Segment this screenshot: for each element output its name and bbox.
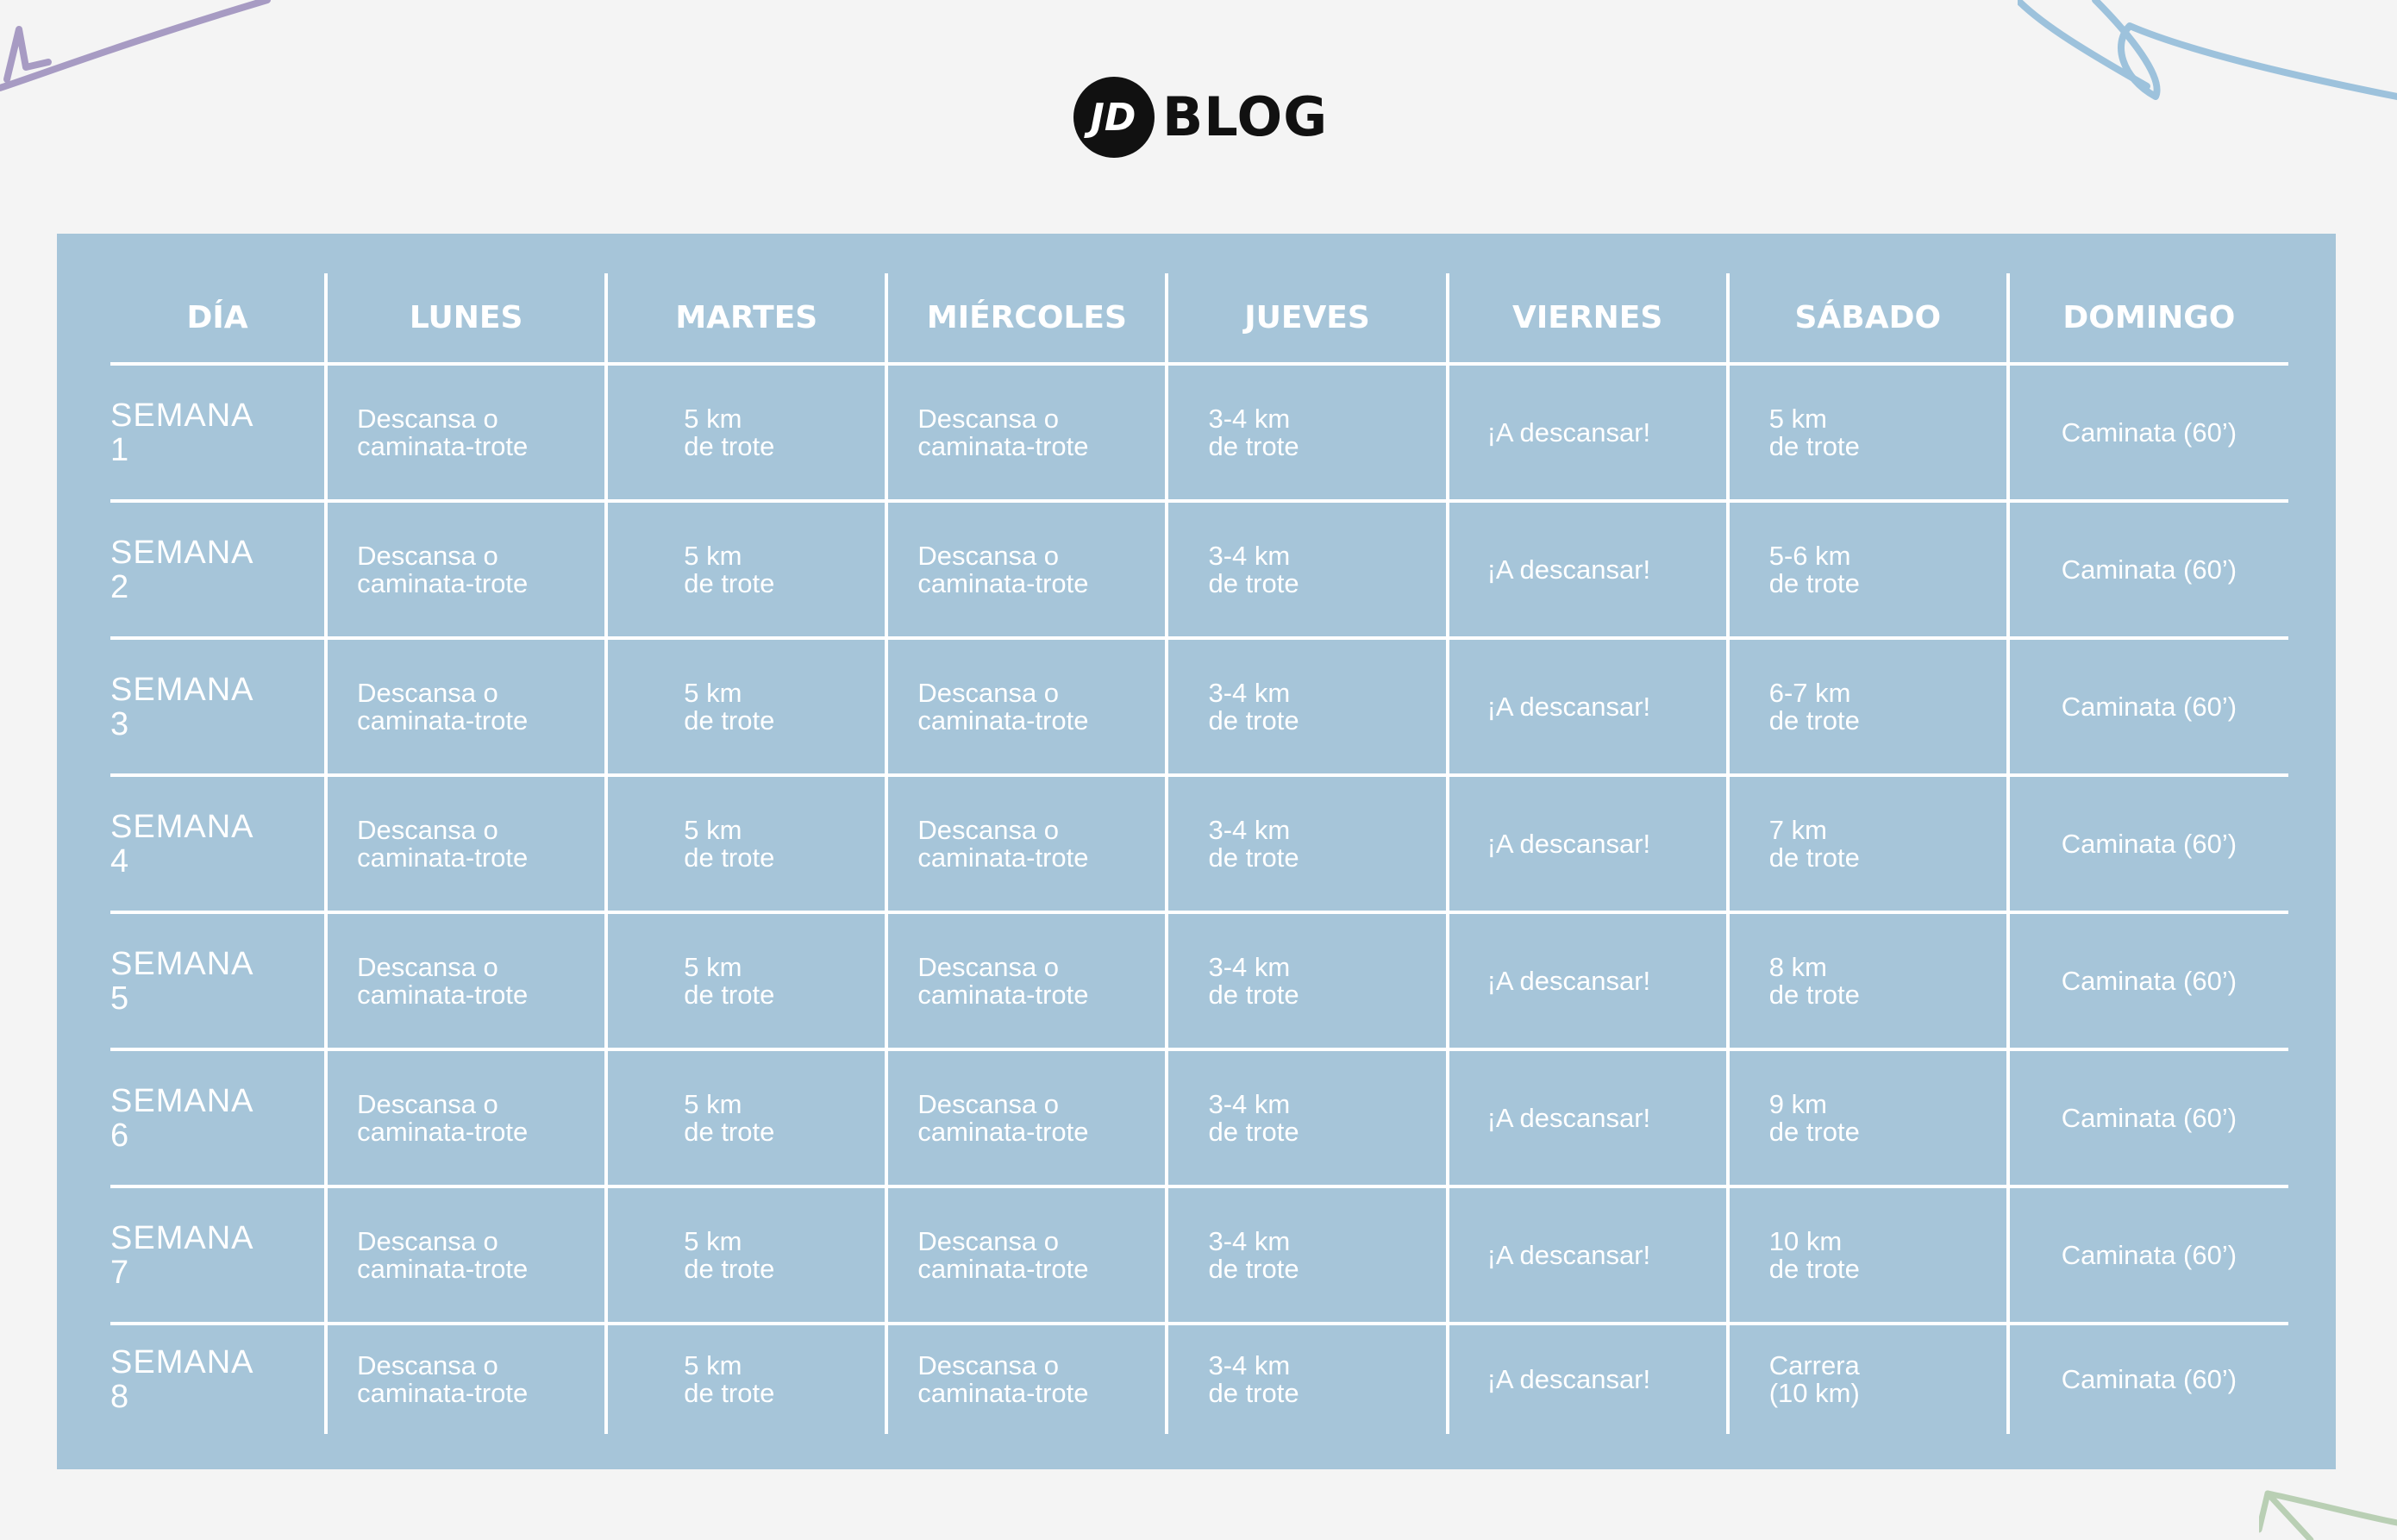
friday-cell: ¡A descansar!	[1445, 638, 1728, 777]
column-header-sabado: SÁBADO	[1725, 273, 2008, 366]
wednesday-cell: Descansa o caminata-trote	[885, 1049, 1167, 1188]
monday-cell: Descansa o caminata-trote	[324, 364, 607, 503]
tuesday-cell: 5 km de trote	[604, 638, 887, 777]
table-row: SEMANA 8 Descansa o caminata-trote 5 km …	[110, 1324, 2288, 1434]
table-row: SEMANA 1 Descansa o caminata-trote 5 km …	[110, 364, 2288, 503]
decorative-scribble-bottom-right	[2259, 1490, 2397, 1540]
thursday-cell: 3-4 km de trote	[1165, 638, 1448, 777]
saturday-cell: 10 km de trote	[1725, 1186, 2008, 1325]
week-cell: SEMANA 4	[110, 775, 327, 914]
decorative-scribble-top-right	[2018, 0, 2397, 100]
column-header-lunes: LUNES	[324, 273, 607, 366]
sunday-cell: Caminata (60’)	[2006, 912, 2288, 1051]
friday-cell: ¡A descansar!	[1445, 1049, 1728, 1188]
monday-cell: Descansa o caminata-trote	[324, 638, 607, 777]
logo-text: BLOG	[1162, 85, 1329, 148]
friday-cell: ¡A descansar!	[1445, 912, 1728, 1051]
week-cell: SEMANA 2	[110, 501, 327, 640]
week-cell: SEMANA 5	[110, 912, 327, 1051]
saturday-cell: 9 km de trote	[1725, 1049, 2008, 1188]
tuesday-cell: 5 km de trote	[604, 501, 887, 640]
thursday-cell: 3-4 km de trote	[1165, 1186, 1448, 1325]
thursday-cell: 3-4 km de trote	[1165, 1049, 1448, 1188]
thursday-cell: 3-4 km de trote	[1165, 501, 1448, 640]
monday-cell: Descansa o caminata-trote	[324, 1049, 607, 1188]
column-header-martes: MARTES	[604, 273, 887, 366]
sunday-cell: Caminata (60’)	[2006, 501, 2288, 640]
table-row: SEMANA 2 Descansa o caminata-trote 5 km …	[110, 501, 2288, 640]
thursday-cell: 3-4 km de trote	[1165, 1324, 1448, 1434]
training-schedule-table: DÍA LUNES MARTES MIÉRCOLES JUEVES VIERNE…	[110, 273, 2288, 1434]
wednesday-cell: Descansa o caminata-trote	[885, 638, 1167, 777]
week-cell: SEMANA 7	[110, 1186, 327, 1325]
saturday-cell: 5 km de trote	[1725, 364, 2008, 503]
saturday-cell: 5-6 km de trote	[1725, 501, 2008, 640]
jd-logo-icon: JD	[1073, 77, 1155, 158]
column-header-dia: DÍA	[110, 273, 327, 366]
friday-cell: ¡A descansar!	[1445, 775, 1728, 914]
thursday-cell: 3-4 km de trote	[1165, 912, 1448, 1051]
table-row: SEMANA 3 Descansa o caminata-trote 5 km …	[110, 638, 2288, 777]
monday-cell: Descansa o caminata-trote	[324, 501, 607, 640]
wednesday-cell: Descansa o caminata-trote	[885, 1324, 1167, 1434]
saturday-cell: 7 km de trote	[1725, 775, 2008, 914]
tuesday-cell: 5 km de trote	[604, 364, 887, 503]
saturday-cell: Carrera (10 km)	[1725, 1324, 2008, 1434]
column-header-domingo: DOMINGO	[2006, 273, 2288, 366]
table-row: SEMANA 7 Descansa o caminata-trote 5 km …	[110, 1186, 2288, 1325]
training-plan-panel: DÍA LUNES MARTES MIÉRCOLES JUEVES VIERNE…	[57, 234, 2336, 1469]
table-row: SEMANA 4 Descansa o caminata-trote 5 km …	[110, 775, 2288, 914]
decorative-scribble-top-left	[0, 0, 271, 91]
week-cell: SEMANA 8	[110, 1344, 254, 1415]
column-header-jueves: JUEVES	[1165, 273, 1448, 366]
sunday-cell: Caminata (60’)	[2006, 1049, 2288, 1188]
wednesday-cell: Descansa o caminata-trote	[885, 501, 1167, 640]
wednesday-cell: Descansa o caminata-trote	[885, 912, 1167, 1051]
friday-cell: ¡A descansar!	[1445, 364, 1728, 503]
friday-cell: ¡A descansar!	[1445, 1186, 1728, 1325]
wednesday-cell: Descansa o caminata-trote	[885, 775, 1167, 914]
wednesday-cell: Descansa o caminata-trote	[885, 364, 1167, 503]
tuesday-cell: 5 km de trote	[604, 1324, 887, 1434]
sunday-cell: Caminata (60’)	[2006, 364, 2288, 503]
table-header-row: DÍA LUNES MARTES MIÉRCOLES JUEVES VIERNE…	[110, 273, 2288, 366]
sunday-cell: Caminata (60’)	[2006, 775, 2288, 914]
wednesday-cell: Descansa o caminata-trote	[885, 1186, 1167, 1325]
logo-mark-text: JD	[1084, 96, 1136, 140]
monday-cell: Descansa o caminata-trote	[324, 775, 607, 914]
week-cell: SEMANA 1	[110, 364, 327, 503]
jd-blog-logo: JD BLOG	[1073, 75, 1328, 160]
week-cell: SEMANA 3	[110, 638, 327, 777]
table-row: SEMANA 5 Descansa o caminata-trote 5 km …	[110, 912, 2288, 1051]
sunday-cell: Caminata (60’)	[2006, 1324, 2288, 1434]
friday-cell: ¡A descansar!	[1445, 501, 1728, 640]
thursday-cell: 3-4 km de trote	[1165, 364, 1448, 503]
monday-cell: Descansa o caminata-trote	[324, 912, 607, 1051]
sunday-cell: Caminata (60’)	[2006, 638, 2288, 777]
tuesday-cell: 5 km de trote	[604, 1049, 887, 1188]
tuesday-cell: 5 km de trote	[604, 912, 887, 1051]
week-cell: SEMANA 6	[110, 1049, 327, 1188]
tuesday-cell: 5 km de trote	[604, 775, 887, 914]
monday-cell: Descansa o caminata-trote	[324, 1324, 607, 1434]
tuesday-cell: 5 km de trote	[604, 1186, 887, 1325]
thursday-cell: 3-4 km de trote	[1165, 775, 1448, 914]
table-row: SEMANA 6 Descansa o caminata-trote 5 km …	[110, 1049, 2288, 1188]
column-header-viernes: VIERNES	[1445, 273, 1728, 366]
friday-cell: ¡A descansar!	[1445, 1324, 1728, 1434]
column-header-miercoles: MIÉRCOLES	[885, 273, 1167, 366]
saturday-cell: 6-7 km de trote	[1725, 638, 2008, 777]
sunday-cell: Caminata (60’)	[2006, 1186, 2288, 1325]
monday-cell: Descansa o caminata-trote	[324, 1186, 607, 1325]
saturday-cell: 8 km de trote	[1725, 912, 2008, 1051]
